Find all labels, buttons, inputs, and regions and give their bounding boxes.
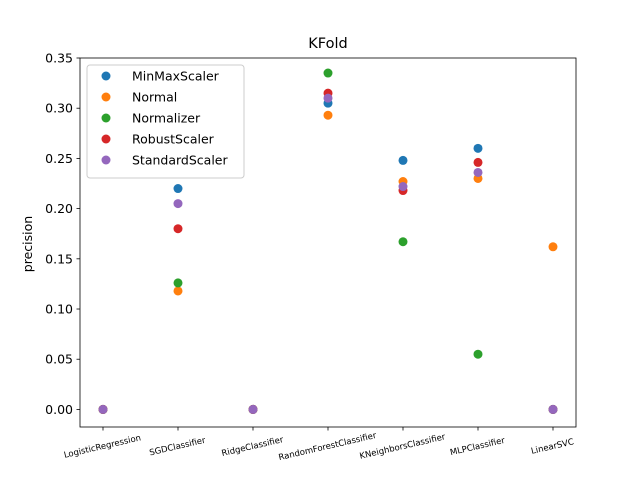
y-tick-label: 0.00 (45, 402, 73, 417)
legend-label: Normalizer (132, 111, 201, 126)
data-point (473, 167, 483, 177)
legend-label: RobustScaler (132, 132, 215, 147)
y-tick-label: 0.15 (45, 251, 73, 266)
data-point (173, 286, 183, 296)
data-point (173, 199, 183, 209)
data-point (548, 242, 558, 252)
chart-title: KFold (308, 36, 347, 52)
data-point (323, 93, 333, 103)
data-point (98, 404, 108, 414)
legend-marker (101, 92, 111, 102)
data-point (173, 278, 183, 288)
series-standardscaler (98, 93, 558, 414)
legend-box (86, 64, 245, 179)
y-axis: 0.00 0.05 0.10 0.15 0.20 0.25 0.30 0.35 (45, 51, 80, 417)
legend: MinMaxScaler Normal Normalizer RobustScaler… (86, 64, 245, 179)
data-point (398, 182, 408, 192)
y-tick-label: 0.05 (45, 352, 73, 367)
data-point (473, 157, 483, 167)
y-tick-label: 0.35 (45, 51, 73, 66)
data-point (548, 404, 558, 414)
data-point (473, 143, 483, 153)
y-axis-label: precision (20, 216, 35, 272)
legend-label: MinMaxScaler (132, 69, 220, 84)
data-points (98, 68, 558, 414)
legend-marker (101, 134, 111, 144)
y-tick-label: 0.20 (45, 201, 73, 216)
data-point (173, 224, 183, 234)
legend-marker (101, 113, 111, 123)
y-tick-label: 0.10 (45, 302, 73, 317)
y-tick-label: 0.25 (45, 151, 73, 166)
data-point (323, 110, 333, 120)
legend-label: StandardScaler (132, 153, 228, 168)
data-point (398, 237, 408, 247)
data-point (398, 155, 408, 165)
legend-marker (101, 155, 111, 165)
legend-label: Normal (132, 90, 177, 105)
data-point (323, 68, 333, 78)
y-tick-label: 0.30 (45, 101, 73, 116)
data-point (473, 349, 483, 359)
data-point (173, 184, 183, 194)
legend-marker (101, 71, 111, 81)
data-point (248, 404, 258, 414)
